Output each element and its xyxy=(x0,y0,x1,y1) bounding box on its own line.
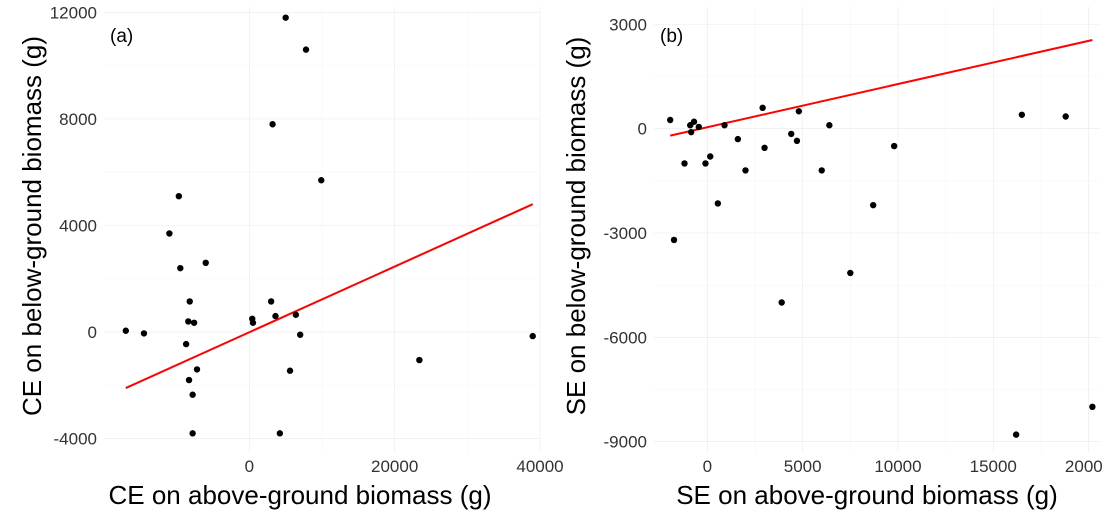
x-tick-label-a: 0 xyxy=(245,457,254,476)
data-point-b xyxy=(707,153,714,160)
y-tick-label-a: 12000 xyxy=(50,3,97,22)
y-tick-label-a: 8000 xyxy=(59,110,97,129)
data-point-a xyxy=(189,430,196,437)
y-tick-label-b: 3000 xyxy=(609,15,647,34)
panel-label-b: (b) xyxy=(660,26,683,47)
data-point-a xyxy=(122,327,129,334)
y-tick-labels-a: -4000 0 4000 8000 12000 xyxy=(50,3,97,448)
x-tick-labels-b: 0 5000 10000 15000 20000 xyxy=(703,457,1103,476)
panel-b: 0 5000 10000 15000 20000 -9000 -6000 -3000 0 300… xyxy=(561,7,1103,510)
data-point-b xyxy=(681,160,688,167)
panel-label-a: (a) xyxy=(110,26,133,47)
data-point-b xyxy=(687,128,695,136)
data-point-b xyxy=(795,108,803,115)
data-point-b xyxy=(742,167,749,174)
data-point-b xyxy=(869,201,877,209)
x-tick-label-a: 40000 xyxy=(516,457,563,476)
data-point-a xyxy=(269,121,276,128)
data-point-a xyxy=(177,264,184,272)
points-group-b xyxy=(667,104,1096,438)
y-tick-label-a: -4000 xyxy=(54,430,97,449)
x-tick-label-a: 20000 xyxy=(371,457,418,476)
data-point-a xyxy=(193,366,201,373)
data-point-a xyxy=(140,330,148,337)
data-point-a xyxy=(182,340,190,348)
y-axis-title-a: CE on below-ground biomass (g) xyxy=(17,36,47,416)
data-point-a xyxy=(185,318,192,325)
data-point-a xyxy=(529,332,536,340)
data-point-a xyxy=(292,311,300,318)
trendline-b xyxy=(669,39,1093,137)
data-point-a xyxy=(272,312,279,320)
data-point-b xyxy=(1012,431,1020,438)
data-point-a xyxy=(175,192,183,200)
data-point-a xyxy=(282,14,289,21)
data-point-b xyxy=(702,160,709,167)
data-point-b xyxy=(847,269,854,277)
x-tick-label-b: 20000 xyxy=(1065,457,1103,476)
trendline-group-a xyxy=(125,203,534,389)
data-point-b xyxy=(695,123,702,131)
x-tick-labels-a: 0 20000 40000 xyxy=(245,457,564,476)
data-point-b xyxy=(759,104,766,112)
data-point-a xyxy=(202,259,209,267)
data-point-a xyxy=(318,177,325,184)
data-point-a xyxy=(189,391,196,398)
x-axis-title-a: CE on above-ground biomass (g) xyxy=(109,480,492,510)
x-axis-title-b: SE on above-ground biomass (g) xyxy=(676,480,1058,510)
data-point-a xyxy=(185,376,193,384)
data-point-b xyxy=(793,137,801,145)
data-point-b xyxy=(690,118,698,125)
data-point-a xyxy=(190,319,198,326)
grid-b xyxy=(654,7,1100,452)
y-tick-label-b: -9000 xyxy=(604,433,647,452)
panel-a: 0 20000 40000 -4000 0 4000 8000 12000 (a) CE o… xyxy=(17,3,564,510)
x-tick-label-b: 10000 xyxy=(874,457,921,476)
data-point-b xyxy=(734,135,742,143)
y-tick-label-b: 0 xyxy=(638,120,647,139)
data-point-b xyxy=(890,142,898,150)
trendline-a xyxy=(125,203,534,389)
data-point-a xyxy=(302,46,310,53)
y-tick-label-a: 0 xyxy=(88,323,97,342)
data-point-a xyxy=(286,367,294,374)
data-point-b xyxy=(826,122,833,129)
y-tick-label-a: 4000 xyxy=(59,217,97,236)
data-point-b xyxy=(721,122,728,129)
data-point-b xyxy=(1089,403,1096,411)
y-tick-label-b: -6000 xyxy=(604,328,647,347)
x-tick-label-b: 5000 xyxy=(784,457,822,476)
grid-a xyxy=(104,7,541,452)
data-point-b xyxy=(1062,113,1069,120)
data-point-a xyxy=(249,319,257,326)
data-point-b xyxy=(788,130,795,138)
points-group-a xyxy=(122,14,536,437)
x-tick-label-b: 0 xyxy=(703,457,712,476)
data-point-b xyxy=(1018,111,1026,118)
y-axis-title-b: SE on below-ground biomass (g) xyxy=(561,37,591,416)
data-point-a xyxy=(297,331,304,338)
data-point-b xyxy=(670,236,678,244)
data-point-a xyxy=(416,356,423,364)
data-point-b xyxy=(818,167,825,174)
data-point-a xyxy=(267,298,275,305)
data-point-a xyxy=(186,298,193,305)
data-point-a xyxy=(276,430,284,437)
data-point-b xyxy=(761,144,768,152)
plot-area-b xyxy=(654,7,1100,452)
y-tick-labels-b: -9000 -6000 -3000 0 3000 xyxy=(604,15,647,451)
y-tick-label-b: -3000 xyxy=(604,224,647,243)
trendline-group-b xyxy=(669,39,1093,137)
data-point-a xyxy=(166,230,173,237)
data-point-b xyxy=(714,200,722,207)
data-point-b xyxy=(667,116,674,124)
x-tick-label-b: 15000 xyxy=(970,457,1017,476)
data-point-b xyxy=(778,299,785,306)
